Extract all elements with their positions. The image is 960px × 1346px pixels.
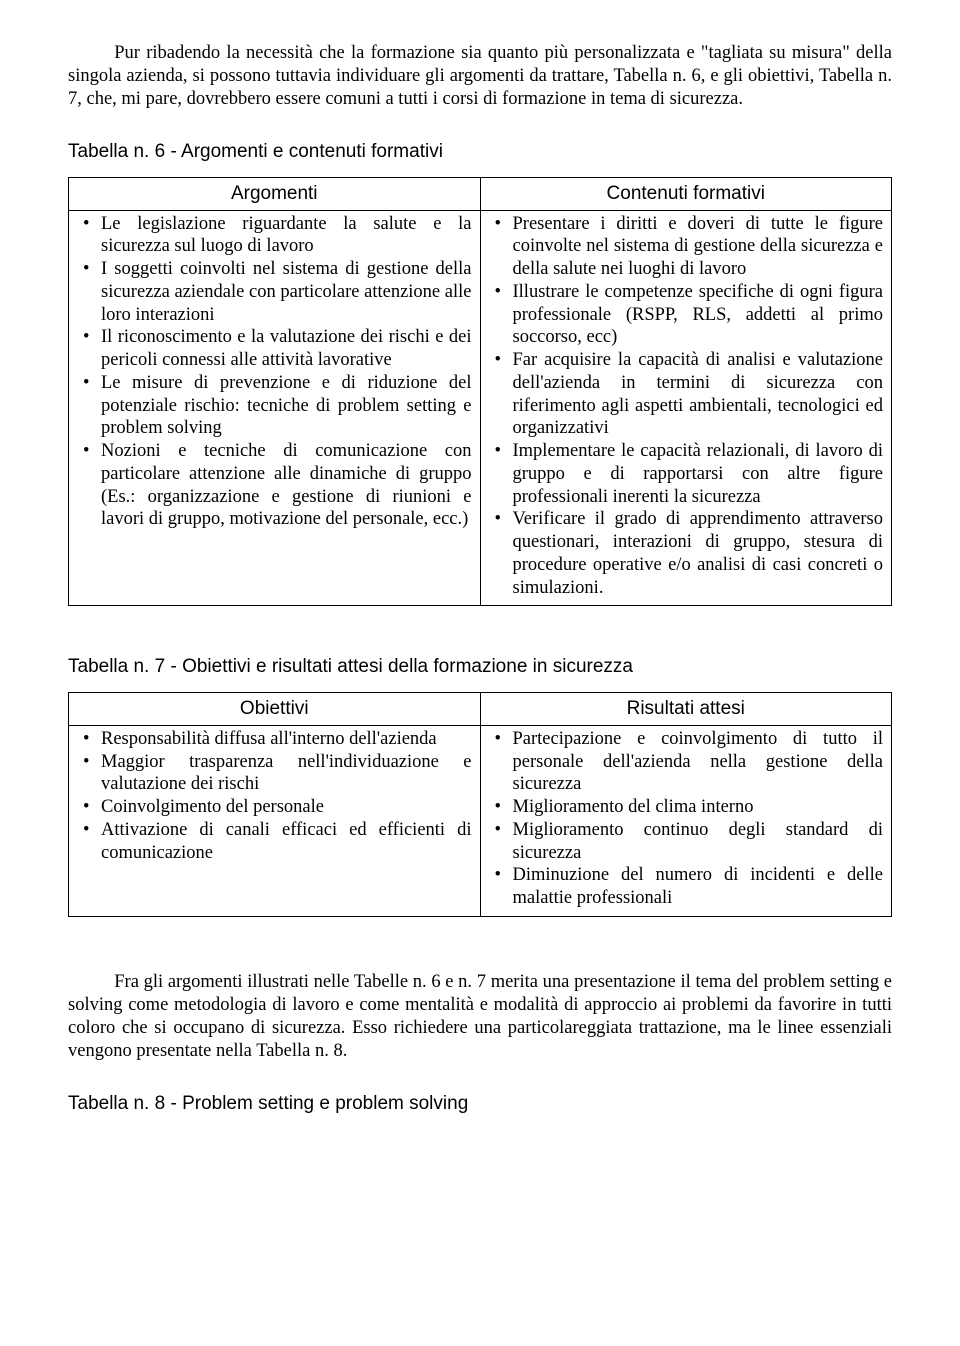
table6-body-row: Le legislazione riguardante la salute e … bbox=[69, 210, 892, 606]
table6-left-list: Le legislazione riguardante la salute e … bbox=[77, 213, 472, 532]
list-item: Partecipazione e coinvolgimento di tutto… bbox=[489, 728, 884, 796]
table6-header-right: Contenuti formativi bbox=[480, 178, 892, 210]
list-item: Verificare il grado di apprendimento att… bbox=[489, 508, 884, 599]
table6-header-left: Argomenti bbox=[69, 178, 481, 210]
list-item: Implementare le capacità relazionali, di… bbox=[489, 440, 884, 508]
intro-paragraph-1: Pur ribadendo la necessità che la formaz… bbox=[68, 42, 892, 111]
table6-caption: Tabella n. 6 - Argomenti e contenuti for… bbox=[68, 141, 892, 163]
list-item: Maggior trasparenza nell'individuazione … bbox=[77, 751, 472, 797]
table7-left-list: Responsabilità diffusa all'interno dell'… bbox=[77, 728, 472, 865]
list-item: Miglioramento del clima interno bbox=[489, 796, 884, 819]
list-item: Attivazione di canali efficaci ed effici… bbox=[77, 819, 472, 865]
list-item: Le legislazione riguardante la salute e … bbox=[77, 213, 472, 259]
table6-header-row: Argomenti Contenuti formativi bbox=[69, 178, 892, 210]
table7: Obiettivi Risultati attesi Responsabilit… bbox=[68, 692, 892, 916]
list-item: Far acquisire la capacità di analisi e v… bbox=[489, 349, 884, 440]
list-item: Il riconoscimento e la valutazione dei r… bbox=[77, 326, 472, 372]
list-item: Presentare i diritti e doveri di tutte l… bbox=[489, 213, 884, 281]
table7-header-row: Obiettivi Risultati attesi bbox=[69, 693, 892, 725]
table7-left-cell: Responsabilità diffusa all'interno dell'… bbox=[69, 725, 481, 916]
list-item: Responsabilità diffusa all'interno dell'… bbox=[77, 728, 472, 751]
table6-left-cell: Le legislazione riguardante la salute e … bbox=[69, 210, 481, 606]
table7-right-cell: Partecipazione e coinvolgimento di tutto… bbox=[480, 725, 892, 916]
intro-paragraph-2: Fra gli argomenti illustrati nelle Tabel… bbox=[68, 971, 892, 1064]
table7-header-left: Obiettivi bbox=[69, 693, 481, 725]
table8-caption: Tabella n. 8 - Problem setting e problem… bbox=[68, 1093, 892, 1115]
table7-body-row: Responsabilità diffusa all'interno dell'… bbox=[69, 725, 892, 916]
table7-right-list: Partecipazione e coinvolgimento di tutto… bbox=[489, 728, 884, 910]
table7-header-right: Risultati attesi bbox=[480, 693, 892, 725]
table6-right-cell: Presentare i diritti e doveri di tutte l… bbox=[480, 210, 892, 606]
list-item: Illustrare le competenze specifiche di o… bbox=[489, 281, 884, 349]
list-item: I soggetti coinvolti nel sistema di gest… bbox=[77, 258, 472, 326]
list-item: Le misure di prevenzione e di riduzione … bbox=[77, 372, 472, 440]
list-item: Coinvolgimento del personale bbox=[77, 796, 472, 819]
table6-right-list: Presentare i diritti e doveri di tutte l… bbox=[489, 213, 884, 600]
table7-caption: Tabella n. 7 - Obiettivi e risultati att… bbox=[68, 656, 892, 678]
list-item: Nozioni e tecniche di comunicazione con … bbox=[77, 440, 472, 531]
list-item: Diminuzione del numero di incidenti e de… bbox=[489, 864, 884, 910]
list-item: Miglioramento continuo degli standard di… bbox=[489, 819, 884, 865]
table6: Argomenti Contenuti formativi Le legisla… bbox=[68, 177, 892, 606]
